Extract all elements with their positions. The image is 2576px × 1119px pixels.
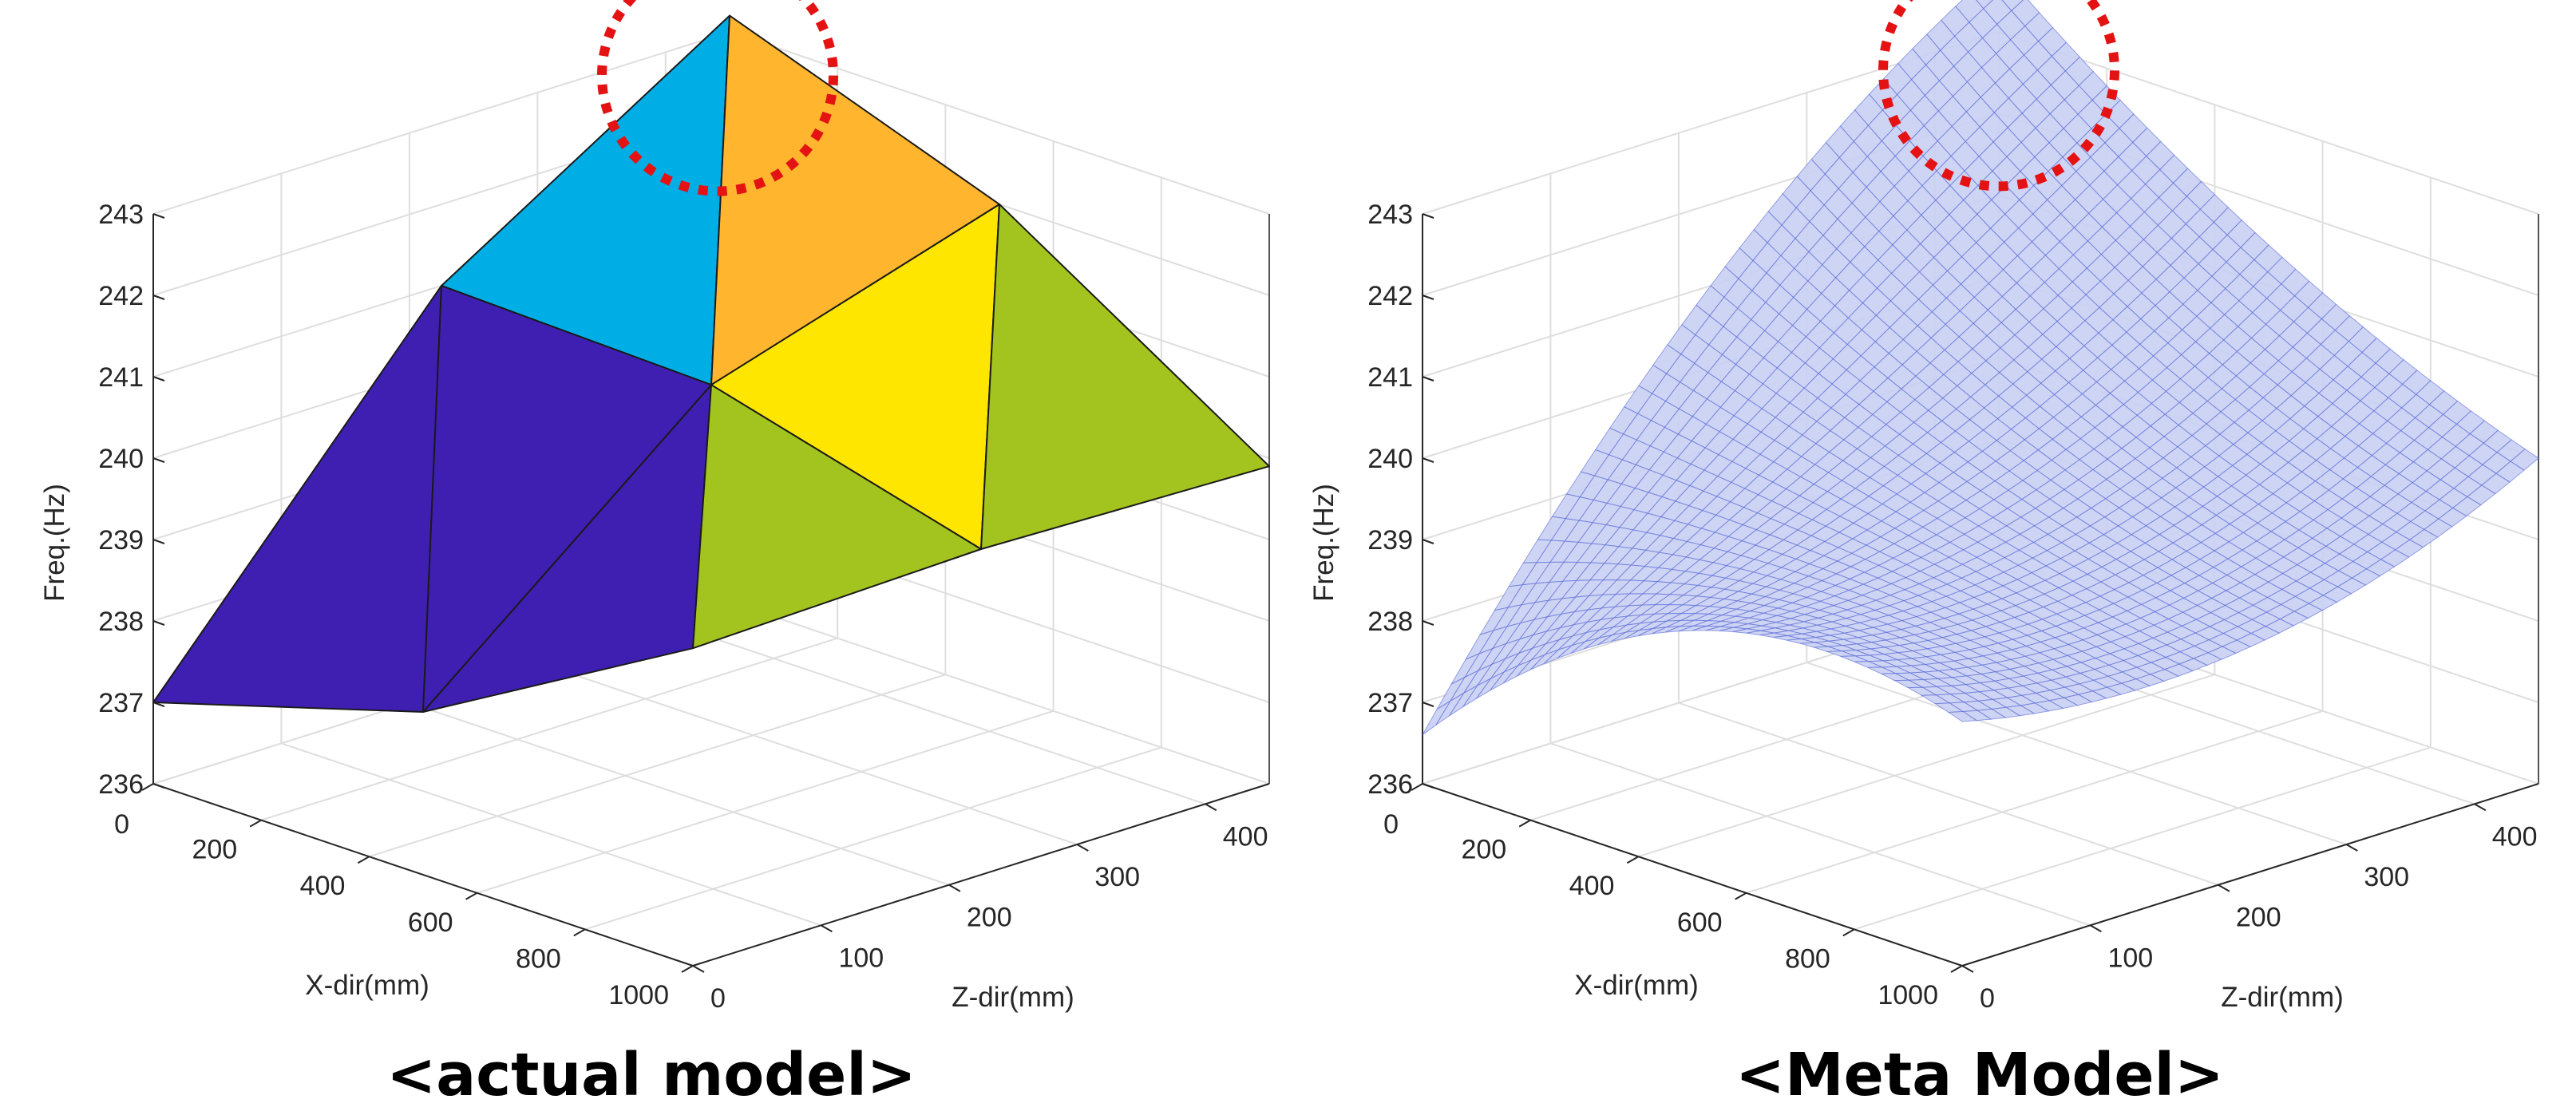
meta-model-plot: 236 237 238 239 240 241 242 243 0 200 400 600 800 100… xyxy=(1308,0,2539,1014)
z-axis-label: Z-dir(mm) xyxy=(952,982,1074,1013)
z-tick-label: 200 xyxy=(2236,903,2281,933)
freq-tick-label: 241 xyxy=(98,362,144,393)
surface-facet xyxy=(980,204,1270,550)
tick-labels: 236 237 238 239 240 241 242 243 0 200 400 600 800 100… xyxy=(98,200,1268,1014)
freq-tick-label: 238 xyxy=(98,607,144,637)
x-tick-label: 400 xyxy=(1569,871,1615,901)
freq-tick-label: 237 xyxy=(1367,688,1413,718)
freq-tick-label: 236 xyxy=(1367,769,1413,800)
freq-tick-label: 243 xyxy=(98,200,144,230)
x-axis-label: X-dir(mm) xyxy=(1574,970,1699,1001)
x-tick-label: 200 xyxy=(1461,835,1506,865)
z-tick-label: 400 xyxy=(2492,821,2538,852)
freq-tick-label: 241 xyxy=(1367,362,1413,393)
mesh-cell xyxy=(1947,710,1978,722)
x-tick-label: 800 xyxy=(1785,943,1830,974)
freq-tick-label: 238 xyxy=(1367,607,1413,637)
freq-tick-label: 240 xyxy=(98,444,144,474)
z-tick-label: 0 xyxy=(1980,983,1995,1014)
z-axis-label: Z-dir(mm) xyxy=(2221,982,2344,1013)
x-tick-label: 600 xyxy=(1677,907,1723,938)
x-tick-label: 800 xyxy=(516,943,561,974)
meta-model-caption: <Meta Model> xyxy=(1735,1041,2224,1109)
x-tick-label: 1000 xyxy=(1878,980,1938,1010)
freq-tick-label: 243 xyxy=(1367,200,1413,230)
x-tick-label: 600 xyxy=(408,907,453,938)
freq-tick-label: 236 xyxy=(98,769,144,800)
meta-surface xyxy=(1422,0,2539,736)
max-highlight-circle xyxy=(597,0,838,196)
x-tick-label: 1000 xyxy=(608,980,669,1010)
freq-tick-label: 240 xyxy=(1367,444,1413,474)
z-tick-label: 0 xyxy=(710,983,726,1014)
freq-tick-label: 242 xyxy=(1367,281,1413,311)
x-tick-label: 400 xyxy=(300,871,346,901)
x-tick-label: 0 xyxy=(114,809,129,840)
freq-tick-label: 239 xyxy=(98,525,144,556)
z-tick-label: 100 xyxy=(2107,943,2153,973)
tick-labels: 236 237 238 239 240 241 242 243 0 200 400 600 800 100… xyxy=(1367,200,2537,1014)
z-tick-label: 400 xyxy=(1223,821,1268,852)
x-axis-label: X-dir(mm) xyxy=(305,970,429,1001)
freq-tick-label: 242 xyxy=(98,281,144,311)
z-tick-label: 100 xyxy=(838,943,884,973)
freq-tick-label: 239 xyxy=(1367,525,1413,556)
z-tick-label: 200 xyxy=(967,903,1012,933)
freq-axis-label: Freq.(Hz) xyxy=(1308,484,1339,602)
z-tick-label: 300 xyxy=(2364,862,2409,892)
x-tick-label: 0 xyxy=(1383,809,1399,840)
surface-facet xyxy=(692,384,982,650)
max-highlight-circle xyxy=(1878,0,2119,192)
actual-surface xyxy=(152,14,1270,713)
surface-facet xyxy=(152,285,442,713)
actual-model-caption: <actual model> xyxy=(386,1041,916,1109)
actual-model-plot: 236 237 238 239 240 241 242 243 0 200 400 600 800 100… xyxy=(39,0,1270,1014)
z-tick-label: 300 xyxy=(1094,862,1140,892)
freq-axis-label: Freq.(Hz) xyxy=(39,484,70,602)
x-tick-label: 200 xyxy=(192,835,237,865)
freq-tick-label: 237 xyxy=(98,688,144,718)
